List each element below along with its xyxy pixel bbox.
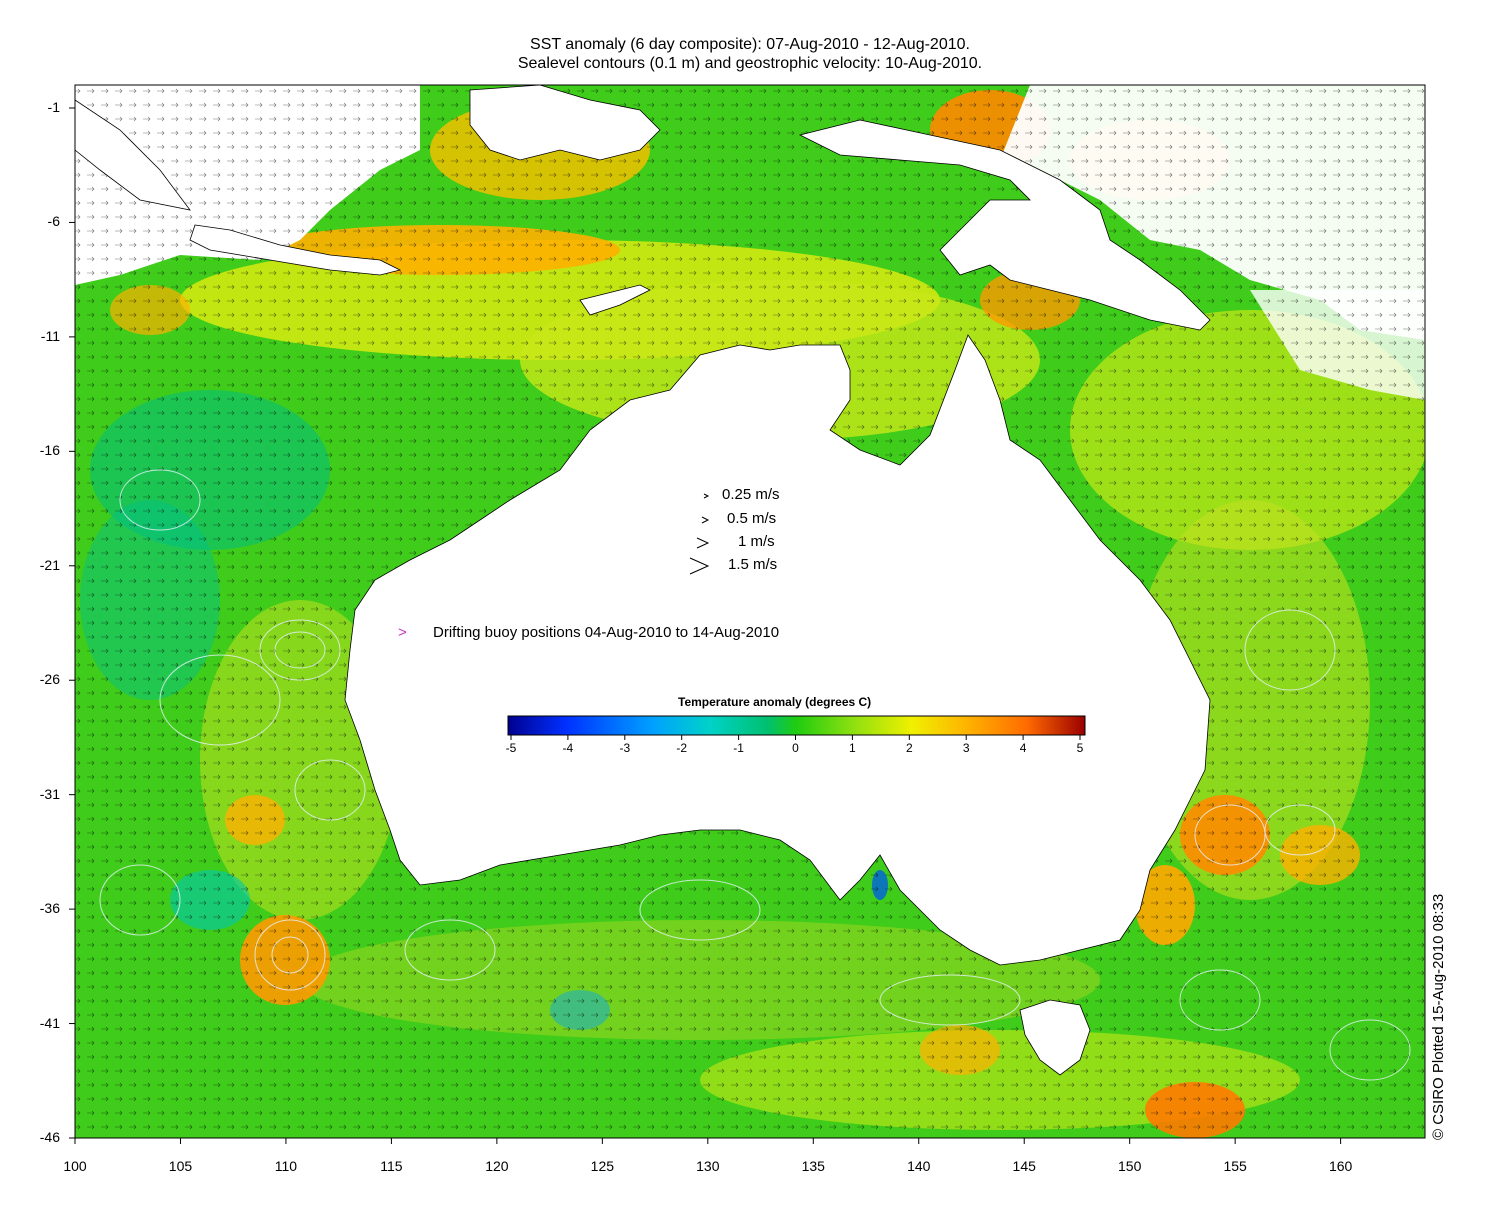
lon-tick-label: 130 bbox=[696, 1158, 720, 1174]
lat-tick-label: -31 bbox=[39, 785, 60, 802]
velocity-arrow-0-5 bbox=[701, 516, 710, 524]
colorbar-tick-label: 3 bbox=[962, 741, 970, 755]
colorbar-tick-label: 1 bbox=[849, 741, 856, 755]
map-title-line-1: SST anomaly (6 day composite): 07-Aug-20… bbox=[530, 36, 970, 53]
lon-tick-label: 125 bbox=[590, 1158, 615, 1174]
lat-tick-label: -46 bbox=[39, 1129, 60, 1145]
lon-tick-label: 100 bbox=[63, 1158, 87, 1174]
colorbar-tick-label: 0 bbox=[792, 741, 799, 755]
velocity-scale-arrows bbox=[689, 493, 710, 575]
colorbar-tick-label: -5 bbox=[505, 741, 517, 755]
lon-tick-label: 105 bbox=[168, 1158, 193, 1174]
colorbar-tick-label: 5 bbox=[1076, 741, 1084, 755]
lon-tick-label: 120 bbox=[485, 1158, 509, 1174]
colorbar-tick-label: -4 bbox=[562, 741, 574, 755]
lat-tick-label: -21 bbox=[39, 556, 60, 573]
sumatra-coast bbox=[75, 99, 191, 211]
lat-tick-label: -41 bbox=[39, 1014, 60, 1031]
velocity-label-1-5: 1.5 m/s bbox=[728, 556, 778, 573]
velocity-arrow-1-5 bbox=[689, 557, 710, 575]
colorbar-title: Temperature anomaly (degrees C) bbox=[678, 695, 872, 709]
map-plot-area bbox=[75, 85, 1425, 1138]
lon-tick-label: 145 bbox=[1012, 1158, 1036, 1174]
colorbar-tick-label: 4 bbox=[1019, 741, 1027, 755]
colorbar-tick-label: -3 bbox=[619, 741, 631, 755]
new-guinea bbox=[798, 119, 1211, 331]
lon-tick-label: 140 bbox=[907, 1158, 931, 1174]
lon-tick-label: 115 bbox=[380, 1158, 403, 1174]
colorbar-tick-label: -1 bbox=[733, 741, 744, 755]
lon-tick-label: 160 bbox=[1328, 1158, 1353, 1174]
colorbar-gradient bbox=[507, 715, 1086, 736]
colorbar-tick-label: -2 bbox=[676, 741, 688, 755]
map-title-line-2: Sealevel contours (0.1 m) and geostrophi… bbox=[517, 55, 983, 72]
velocity-arrow-1 bbox=[696, 537, 710, 549]
borneo bbox=[469, 85, 661, 161]
lon-tick-label: 150 bbox=[1118, 1158, 1142, 1174]
velocity-label-0-5: 0.5 m/s bbox=[727, 510, 777, 527]
plot-frame bbox=[74, 84, 1426, 1139]
buoy-legend-label: Drifting buoy positions 04-Aug-2010 to 1… bbox=[433, 624, 780, 641]
tasmania bbox=[1019, 999, 1091, 1076]
lon-tick-label: 155 bbox=[1223, 1158, 1247, 1174]
sealevel-contours bbox=[99, 469, 1411, 1081]
java-island bbox=[189, 224, 402, 276]
lon-tick-label: 110 bbox=[274, 1158, 298, 1174]
lat-tick-label: -6 bbox=[47, 213, 60, 230]
lat-tick-label: -11 bbox=[40, 327, 60, 344]
lat-tick-label: -1 bbox=[47, 99, 60, 115]
lat-tick-label: -16 bbox=[39, 442, 60, 459]
lat-tick-label: -26 bbox=[39, 671, 60, 688]
axis-ticks bbox=[69, 107, 1342, 1144]
velocity-arrow-0-25 bbox=[703, 493, 710, 499]
colorbar-tick-label: 2 bbox=[905, 741, 913, 755]
velocity-label-0-25: 0.25 m/s bbox=[722, 486, 780, 503]
land-masses bbox=[75, 85, 1211, 1076]
australia-mainland bbox=[344, 334, 1211, 966]
lon-tick-label: 135 bbox=[801, 1158, 825, 1174]
colorbar bbox=[507, 715, 1086, 740]
lat-tick-label: -36 bbox=[39, 900, 60, 917]
credit-text: © CSIRO Plotted 15-Aug-2010 08:33 bbox=[1430, 893, 1447, 1140]
timor bbox=[579, 284, 651, 316]
buoy-symbol: > bbox=[398, 624, 407, 641]
velocity-label-1: 1 m/s bbox=[738, 533, 775, 550]
